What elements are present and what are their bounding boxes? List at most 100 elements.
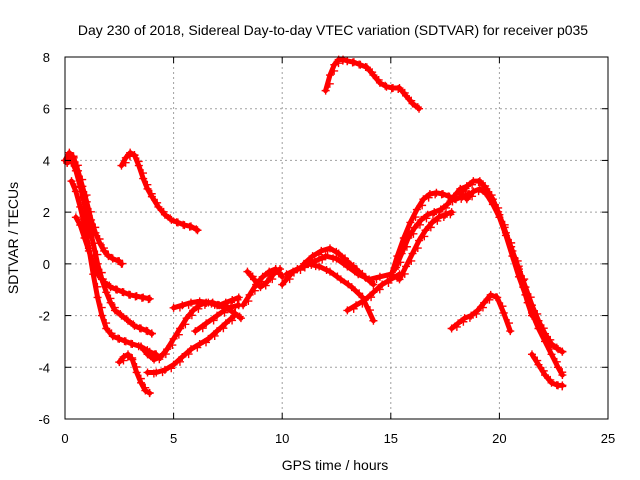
y-axis-label: SDTVAR / TECUs: [5, 182, 21, 294]
data-point: [186, 345, 195, 354]
series-arc-24: [527, 350, 567, 391]
data-point: [558, 371, 567, 380]
data-point: [274, 268, 283, 277]
data-point: [84, 246, 93, 255]
data-point: [71, 213, 80, 222]
data-point: [204, 334, 213, 343]
data-point: [128, 355, 137, 364]
series-trace: [138, 295, 242, 362]
data-point: [108, 332, 117, 341]
series-trace: [392, 183, 470, 272]
data-point: [554, 345, 563, 354]
data-point: [539, 366, 548, 375]
data-point: [321, 86, 330, 95]
data-point: [507, 242, 516, 251]
data-point: [145, 389, 154, 398]
data-point: [156, 352, 165, 361]
data-point: [160, 210, 169, 219]
data-point: [325, 79, 334, 88]
data-point: [325, 267, 334, 276]
series-arc-23: [447, 290, 515, 336]
series-trace: [323, 57, 422, 112]
data-point: [276, 265, 285, 274]
data-point: [123, 350, 132, 359]
data-point: [475, 184, 484, 193]
y-tick-label: -6: [38, 412, 50, 427]
data-point: [415, 104, 424, 113]
data-point: [488, 200, 497, 209]
data-point: [499, 308, 508, 317]
data-point: [332, 254, 341, 263]
data-point: [408, 249, 417, 258]
data-point: [482, 190, 491, 199]
data-point: [421, 226, 430, 235]
data-point: [395, 275, 404, 284]
data-point: [268, 275, 277, 284]
data-point: [428, 218, 437, 227]
data-point: [454, 319, 463, 328]
data-point: [330, 60, 339, 69]
series-arc-12: [243, 265, 285, 292]
data-point: [116, 309, 125, 318]
series-arc-02: [63, 156, 156, 338]
data-point: [106, 298, 115, 307]
data-point: [452, 322, 461, 331]
y-tick-label: 6: [43, 102, 50, 117]
data-point: [382, 82, 391, 91]
data-point: [485, 295, 494, 304]
data-point: [115, 358, 124, 367]
data-point: [123, 316, 132, 325]
y-tick-label: 8: [43, 50, 50, 65]
data-point: [498, 302, 507, 311]
data-point: [148, 353, 157, 362]
data-point: [412, 205, 421, 214]
data-point: [322, 266, 331, 275]
data-point: [126, 290, 135, 299]
x-tick-label: 15: [384, 431, 398, 446]
data-point: [293, 265, 302, 274]
series-arc-15: [299, 244, 378, 289]
data-point: [128, 340, 137, 349]
data-point: [141, 386, 150, 395]
data-point: [505, 319, 514, 328]
data-point: [104, 252, 113, 261]
data-point: [375, 272, 384, 281]
data-point: [500, 223, 509, 232]
data-point: [419, 195, 428, 204]
data-point: [534, 324, 543, 333]
data-point: [65, 148, 74, 157]
data-point: [391, 265, 400, 274]
data-point: [336, 275, 345, 284]
data-point: [474, 178, 483, 187]
data-point: [475, 177, 484, 186]
data-point: [456, 190, 465, 199]
data-point: [117, 161, 126, 170]
data-point: [137, 378, 146, 387]
data-point: [189, 306, 198, 315]
data-point: [153, 198, 162, 207]
data-point: [411, 213, 420, 222]
data-point: [191, 327, 200, 336]
data-point: [369, 280, 378, 289]
data-point: [306, 256, 315, 265]
data-point: [213, 311, 222, 320]
data-point: [552, 357, 561, 366]
data-point: [406, 218, 415, 227]
data-point: [117, 311, 126, 320]
data-point: [432, 188, 441, 197]
data-point: [362, 63, 371, 72]
data-point: [552, 343, 561, 352]
data-point: [173, 218, 182, 227]
data-point: [195, 297, 204, 306]
series-arc-08: [143, 311, 239, 378]
data-point: [126, 148, 135, 157]
data-point: [519, 276, 528, 285]
data-point: [365, 306, 374, 315]
data-point: [407, 256, 416, 265]
data-point: [347, 283, 356, 292]
data-point: [375, 285, 384, 294]
data-point: [89, 239, 98, 248]
data-point: [175, 357, 184, 366]
y-tick-label: -4: [38, 360, 50, 375]
x-axis-label: GPS time / hours: [282, 457, 389, 473]
